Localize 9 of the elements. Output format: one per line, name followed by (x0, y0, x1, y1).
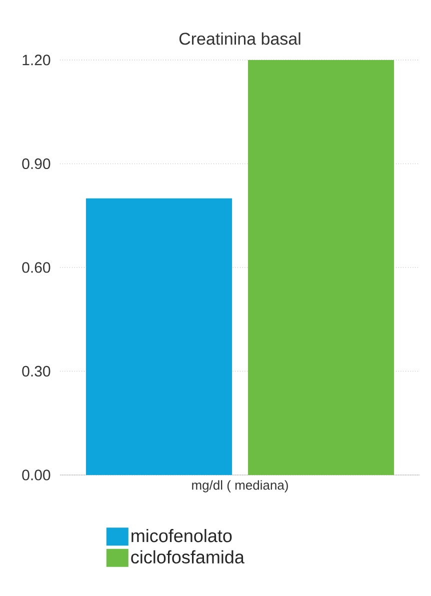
legend-label: ciclofosfamida (131, 550, 244, 564)
legend-label: micofenolato (132, 528, 232, 542)
y-tick-label: 0.00 (22, 470, 50, 480)
chart-title: Creatinina basal (179, 32, 300, 45)
x-tick-label: mg/dl ( mediana) (192, 480, 288, 492)
y-tick-label: 0.60 (22, 262, 50, 273)
y-tick-label: 0.30 (22, 366, 50, 377)
y-tick-label: 1.20 (22, 54, 50, 66)
y-tick-label: 0.90 (22, 158, 50, 170)
